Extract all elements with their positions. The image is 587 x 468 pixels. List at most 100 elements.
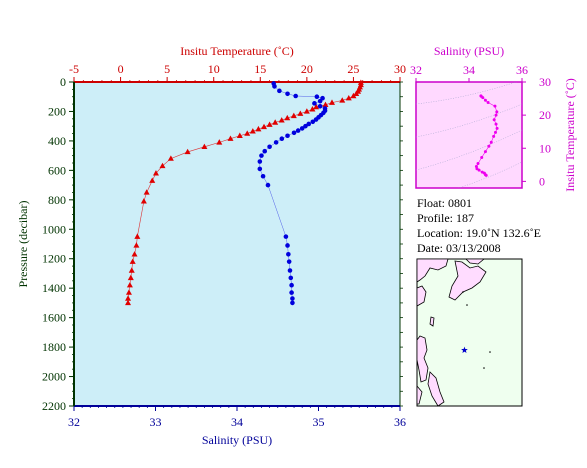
- salinity-point: [288, 275, 294, 281]
- temperature-axis-title: Insitu Temperature (˚C): [180, 44, 294, 58]
- ts-point: [484, 173, 488, 177]
- map-island: [489, 351, 491, 353]
- temperature-point: [329, 99, 336, 105]
- salinity-point: [260, 173, 266, 179]
- salinity-point: [262, 148, 268, 154]
- map-land: [465, 258, 486, 265]
- pressure-tick-label: 800: [48, 193, 66, 207]
- salinity-axis-title: Salinity (PSU): [202, 433, 272, 447]
- salinity-point: [289, 290, 294, 295]
- temperature-tick-label: 20: [301, 62, 313, 76]
- pressure-tick-label: 400: [48, 134, 66, 148]
- map-land: [427, 371, 445, 407]
- pressure-tick-label: 0: [60, 75, 66, 89]
- ts-point: [494, 130, 497, 134]
- temperature-point: [227, 135, 234, 141]
- temperature-tick-label: -5: [69, 62, 79, 76]
- float-id-label: Float: 0801: [417, 196, 473, 210]
- temperature-point: [297, 110, 304, 116]
- ts-point: [494, 113, 498, 117]
- temperature-point: [303, 108, 310, 114]
- temperature-tick-label: 25: [347, 62, 359, 76]
- map-land: [416, 258, 449, 283]
- ts-point: [495, 126, 499, 130]
- salinity-point: [291, 130, 297, 136]
- salinity-point: [290, 300, 295, 306]
- ts-salinity-axis-title: Salinity (PSU): [434, 44, 504, 58]
- temperature-point: [261, 123, 268, 130]
- map-land: [416, 384, 423, 405]
- ts-point: [483, 98, 487, 102]
- temperature-tick-label: 10: [208, 62, 220, 76]
- temperature-point: [272, 119, 279, 125]
- salinity-point: [310, 119, 316, 125]
- salinity-point: [285, 133, 290, 139]
- ts-plot-background: [415, 81, 523, 189]
- ts-salinity-tick-label: 34: [463, 63, 475, 77]
- temperature-point: [201, 143, 208, 149]
- salinity-point: [317, 98, 323, 104]
- ts-point: [494, 122, 498, 126]
- location-label: Location: 19.0˚N 132.6˚E: [417, 226, 541, 240]
- salinity-point: [259, 153, 264, 158]
- ts-point: [495, 110, 499, 114]
- ts-point: [476, 161, 480, 165]
- temperature-point: [350, 92, 357, 99]
- pressure-tick-label: 1000: [42, 222, 66, 236]
- plot-background: [74, 82, 400, 406]
- temperature-point: [125, 299, 132, 306]
- temperature-point: [249, 128, 256, 134]
- ts-temperature-tick-label: 0: [539, 174, 545, 188]
- ts-point: [481, 96, 485, 100]
- temperature-point: [278, 117, 285, 123]
- temperature-point: [216, 139, 223, 145]
- ts-contour: [416, 129, 522, 171]
- salinity-point: [313, 117, 319, 122]
- salinity-point: [295, 128, 301, 133]
- ts-point: [483, 150, 487, 154]
- pressure-tick-label: 2200: [42, 399, 66, 413]
- temperature-point: [152, 170, 159, 176]
- temperature-point: [244, 130, 251, 136]
- temperature-point: [290, 112, 297, 119]
- temperature-point: [129, 258, 136, 264]
- map-land: [416, 335, 429, 383]
- salinity-point: [286, 252, 291, 257]
- pressure-tick-label: 1400: [42, 281, 66, 295]
- salinity-point: [285, 243, 290, 248]
- float-info-panel: Float: 0801 Profile: 187 Location: 19.0˚…: [417, 196, 541, 256]
- temperature-point: [126, 282, 133, 288]
- ts-point: [492, 118, 496, 122]
- temperature-point: [266, 121, 273, 127]
- ts-salinity-tick-label: 36: [516, 63, 528, 77]
- temperature-point: [255, 125, 262, 132]
- ts-temperature-axis-title: Insitu Temperature (˚C): [563, 78, 577, 192]
- pressure-axis-title: Pressure (decibar): [16, 201, 30, 288]
- temperature-point: [143, 189, 150, 195]
- temperature-point: [149, 177, 156, 183]
- salinity-point: [306, 121, 312, 127]
- salinity-point: [312, 101, 317, 106]
- map-land: [416, 285, 427, 307]
- temperature-point: [131, 251, 138, 257]
- salinity-point: [283, 234, 289, 239]
- salinity-point: [293, 93, 298, 99]
- salinity-point: [257, 159, 263, 164]
- ts-point: [492, 134, 496, 138]
- ts-point: [493, 104, 497, 108]
- temperature-point: [159, 162, 166, 169]
- salinity-tick-label: 32: [68, 415, 80, 429]
- salinity-point: [265, 182, 271, 188]
- salinity-tick-label: 34: [231, 415, 243, 429]
- temperature-point: [167, 155, 174, 161]
- temperature-point: [128, 267, 135, 273]
- ts-density-contours: [416, 82, 522, 188]
- ts-contour: [457, 161, 522, 188]
- ts-point: [477, 168, 481, 172]
- ts-point: [486, 101, 490, 105]
- temperature-point: [322, 101, 329, 108]
- ts-temperature-tick-label: 10: [539, 141, 551, 155]
- map-island: [483, 367, 485, 369]
- map-land: [429, 316, 435, 327]
